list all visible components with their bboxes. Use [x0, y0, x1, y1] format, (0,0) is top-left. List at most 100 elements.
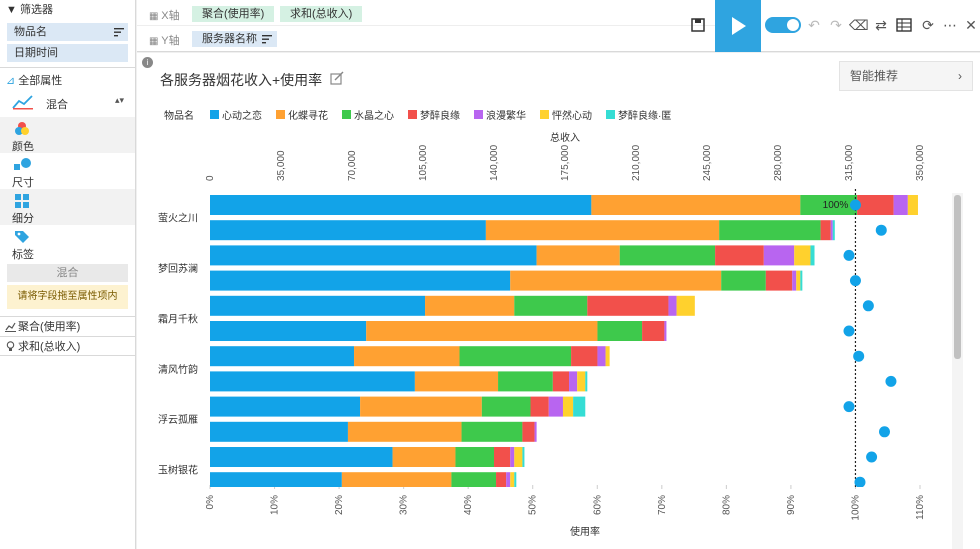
bar-segment[interactable] — [210, 295, 426, 316]
bar-segment[interactable] — [210, 421, 348, 442]
bar-segment[interactable] — [585, 371, 588, 392]
bar-segment[interactable] — [354, 346, 460, 367]
usage-point[interactable] — [862, 300, 874, 312]
bar-segment[interactable] — [597, 346, 606, 367]
usage-point[interactable] — [885, 375, 897, 387]
bar-segment[interactable] — [414, 371, 499, 392]
run-button[interactable] — [715, 0, 761, 52]
sort-icon[interactable] — [114, 27, 124, 37]
usage-point[interactable] — [854, 476, 866, 488]
bar-segment[interactable] — [800, 195, 858, 215]
swap-icon[interactable]: ⇄ — [875, 17, 887, 33]
bar-segment[interactable] — [800, 270, 803, 291]
x-pill-income[interactable]: 求和(总收入) — [280, 6, 363, 22]
bar-segment[interactable] — [481, 396, 531, 417]
bar-segment[interactable] — [597, 321, 643, 341]
bar-segment[interactable] — [506, 472, 511, 492]
usage-point[interactable] — [875, 224, 887, 236]
agg-income-row[interactable]: 求和(总收入) — [0, 336, 135, 356]
bar-segment[interactable] — [820, 220, 831, 241]
auto-run-toggle[interactable] — [765, 17, 801, 33]
usage-point[interactable] — [849, 275, 861, 287]
bar-segment[interactable] — [893, 195, 908, 215]
bar-segment[interactable] — [907, 195, 918, 215]
chart-type-select[interactable]: 混合 ▴▾ — [0, 91, 135, 117]
bar-segment[interactable] — [498, 371, 553, 392]
bar-segment[interactable] — [392, 447, 456, 467]
bar-segment[interactable] — [810, 245, 815, 266]
save-icon[interactable] — [689, 15, 707, 35]
bar-segment[interactable] — [210, 245, 537, 266]
eraser-icon[interactable]: ⌫ — [849, 17, 869, 33]
bar-segment[interactable] — [514, 295, 588, 316]
bar-segment[interactable] — [552, 371, 570, 392]
bar-segment[interactable] — [514, 447, 523, 467]
usage-point[interactable] — [843, 249, 855, 261]
bar-segment[interactable] — [562, 396, 574, 417]
bar-segment[interactable] — [719, 220, 821, 241]
bar-segment[interactable] — [577, 371, 586, 392]
field-item-datetime[interactable]: 日期时间 — [7, 44, 128, 62]
info-icon[interactable]: i — [142, 57, 153, 68]
usage-point[interactable] — [849, 199, 861, 211]
field-item-name[interactable]: 物品名 — [7, 23, 128, 41]
bar-segment[interactable] — [496, 472, 507, 492]
usage-point[interactable] — [853, 350, 865, 362]
x-axis-shelf[interactable]: ▦ X轴 聚合(使用率) 求和(总收入) — [137, 1, 715, 26]
bar-segment[interactable] — [425, 295, 515, 316]
bar-segment[interactable] — [587, 295, 669, 316]
bar-segment[interactable] — [857, 195, 894, 215]
bar-segment[interactable] — [536, 245, 620, 266]
bar-segment[interactable] — [510, 447, 515, 467]
bar-segment[interactable] — [360, 396, 482, 417]
filter-header[interactable]: ▼ 筛选器 — [0, 0, 135, 20]
bar-segment[interactable] — [571, 346, 598, 367]
bar-segment[interactable] — [485, 220, 720, 241]
bar-segment[interactable] — [210, 472, 342, 492]
bar-segment[interactable] — [461, 421, 523, 442]
bar-segment[interactable] — [210, 220, 486, 241]
more-icon[interactable]: ⋯ — [943, 17, 957, 33]
bar-segment[interactable] — [534, 421, 537, 442]
bar-segment[interactable] — [366, 321, 598, 341]
bar-segment[interactable] — [832, 220, 835, 241]
prop-label-item[interactable]: 标签 — [0, 225, 135, 261]
bar-segment[interactable] — [763, 245, 795, 266]
usage-point[interactable] — [843, 325, 855, 337]
sort-icon[interactable] — [262, 34, 272, 44]
scrollbar-thumb[interactable] — [954, 195, 961, 359]
bar-segment[interactable] — [210, 270, 511, 291]
bar-segment[interactable] — [668, 295, 677, 316]
bar-segment[interactable] — [530, 396, 549, 417]
bar-segment[interactable] — [210, 195, 592, 215]
bar-segment[interactable] — [830, 220, 833, 241]
bar-segment[interactable] — [455, 447, 494, 467]
bar-segment[interactable] — [792, 270, 797, 291]
legend-item[interactable]: 梦醉良缘·匿 — [606, 107, 671, 122]
bar-segment[interactable] — [721, 270, 766, 291]
bar-segment[interactable] — [210, 346, 355, 367]
legend-item[interactable]: 怦然心动 — [540, 107, 592, 122]
bar-segment[interactable] — [664, 321, 667, 341]
agg-usage-row[interactable]: 聚合(使用率) — [0, 316, 135, 336]
bar-segment[interactable] — [210, 396, 361, 417]
legend-item[interactable]: 浪漫繁华 — [474, 107, 526, 122]
bar-segment[interactable] — [765, 270, 793, 291]
bar-segment[interactable] — [210, 321, 367, 341]
legend-item[interactable]: 心动之恋 — [210, 107, 262, 122]
legend-item[interactable]: 化蝶寻花 — [276, 107, 328, 122]
bar-segment[interactable] — [605, 346, 610, 367]
bar-segment[interactable] — [210, 371, 415, 392]
usage-point[interactable] — [843, 401, 855, 413]
undo-icon[interactable]: ↶ — [808, 17, 820, 33]
scrollbar-track[interactable] — [952, 193, 963, 549]
bar-segment[interactable] — [510, 270, 722, 291]
bar-segment[interactable] — [619, 245, 716, 266]
prop-detail[interactable]: 细分 — [0, 189, 135, 225]
legend-item[interactable]: 水晶之心 — [342, 107, 394, 122]
bar-segment[interactable] — [573, 396, 586, 417]
bar-segment[interactable] — [569, 371, 578, 392]
close-icon[interactable]: ✕ — [965, 17, 977, 33]
y-pill-server[interactable]: 服务器名称 — [192, 31, 277, 47]
x-pill-usage[interactable]: 聚合(使用率) — [192, 6, 275, 22]
